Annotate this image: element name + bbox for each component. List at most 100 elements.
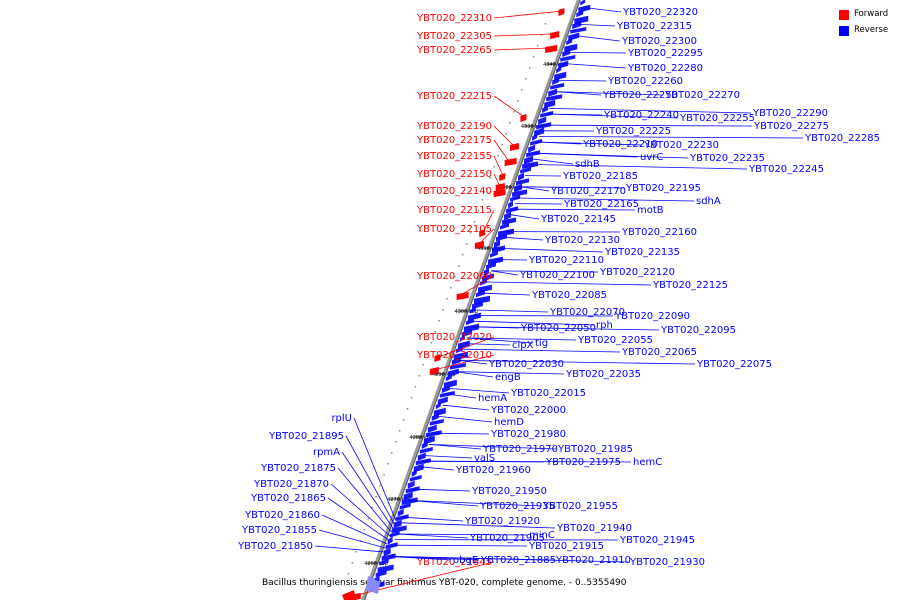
reverse-gene-label: YBT020_22030 <box>488 359 564 370</box>
forward-gene <box>510 143 520 151</box>
reverse-gene <box>425 430 442 438</box>
reverse-gene <box>516 178 530 186</box>
forward-gene-label-leader <box>433 354 495 371</box>
forward-gene-label: YBT020_22190 <box>416 121 492 132</box>
reference-dot <box>406 408 409 410</box>
reference-dot <box>465 243 468 245</box>
legend-reverse-label: Reverse <box>854 25 889 35</box>
reverse-gene-label: YBT020_22160 <box>621 227 697 238</box>
reverse-gene-label-leader <box>314 545 385 553</box>
reverse-gene-label-leader <box>458 360 488 365</box>
reverse-gene <box>542 105 549 113</box>
reverse-gene-label-leader <box>513 208 636 211</box>
reverse-gene <box>441 385 450 393</box>
reverse-gene <box>485 262 496 270</box>
reference-dot <box>493 166 496 168</box>
reverse-gene-label-leader <box>408 500 542 507</box>
reverse-gene-label: YBT020_21930 <box>629 557 705 568</box>
reverse-gene <box>467 312 481 321</box>
reverse-gene <box>536 122 552 130</box>
reverse-gene-label: YBT020_22275 <box>753 121 829 132</box>
reference-dot <box>391 452 393 454</box>
reverse-gene <box>435 402 441 410</box>
reverse-gene-label-leader <box>432 432 490 435</box>
forward-gene-label: YBT020_22310 <box>416 13 492 24</box>
reverse-gene-label-leader <box>555 91 664 96</box>
genome-caption: Bacillus thuringiensis serovar finitimus… <box>262 578 627 588</box>
reverse-gene-label: engB <box>495 372 521 383</box>
reverse-gene <box>419 447 433 454</box>
reverse-gene <box>403 491 413 501</box>
reverse-gene <box>465 318 474 326</box>
reverse-gene-label: YBT020_21955 <box>542 501 618 512</box>
reverse-gene <box>498 228 515 237</box>
forward-gene-label: YBT020_22140 <box>416 186 492 197</box>
reverse-gene-label-leader <box>400 522 556 529</box>
reverse-gene-label: rph <box>596 320 613 331</box>
reverse-gene-label: YBT020_22075 <box>696 359 772 370</box>
reference-dot <box>501 144 503 146</box>
reverse-gene-label: YBT020_21960 <box>455 465 531 476</box>
reference-dot <box>525 78 527 80</box>
kbp-tick-label: 4260 kbp <box>364 561 388 567</box>
reverse-gene-label: YBT020_22270 <box>664 90 740 101</box>
reverse-gene-label: YBT020_22290 <box>752 108 828 119</box>
reverse-gene <box>546 94 563 102</box>
forward-gene <box>520 114 527 122</box>
reverse-gene-label-leader <box>337 467 392 533</box>
reference-dot <box>477 210 480 212</box>
forward-gene <box>456 292 469 300</box>
reverse-gene-label-leader <box>579 24 616 27</box>
reference-dot <box>414 386 417 388</box>
reverse-gene <box>429 419 444 426</box>
forward-gene-label: YBT020_22150 <box>416 169 492 180</box>
reverse-gene-label: YBT020_21935 <box>479 501 555 512</box>
reference-dot <box>347 573 350 575</box>
reverse-gene-label-leader <box>466 337 534 344</box>
reference-dot <box>532 56 535 58</box>
reverse-gene-label: YBT020_22285 <box>804 133 880 144</box>
reverse-gene <box>556 66 562 74</box>
kbp-tick-label: 4330 kbp <box>521 124 545 130</box>
reverse-gene-label-leader <box>575 35 621 42</box>
reverse-gene-label: YBT020_22095 <box>660 325 736 336</box>
reverse-gene-label: YBT020_21905 <box>469 533 545 544</box>
reverse-gene-label-leader <box>521 186 625 189</box>
reverse-gene-label-leader <box>428 444 482 450</box>
reverse-gene-label-leader <box>458 360 696 365</box>
reverse-gene <box>528 144 536 153</box>
reverse-gene-label-leader <box>539 136 804 139</box>
reverse-gene <box>471 301 483 309</box>
reverse-gene <box>405 486 420 494</box>
reverse-gene-label-leader <box>388 556 629 563</box>
reverse-gene <box>526 150 541 158</box>
reverse-gene <box>395 514 409 522</box>
reference-dot <box>521 89 523 91</box>
reference-dot <box>469 232 472 234</box>
reverse-gene-label-leader <box>547 113 603 116</box>
reverse-gene-label-leader <box>345 435 395 525</box>
reverse-gene-label-leader <box>490 270 599 273</box>
reference-dot <box>481 199 484 201</box>
reference-dot <box>418 375 421 377</box>
reverse-gene <box>387 536 393 545</box>
reverse-gene-label: hemC <box>633 457 662 468</box>
reverse-gene-label: YBT020_22260 <box>607 76 683 87</box>
reverse-gene-label: clpX <box>512 340 534 351</box>
reverse-gene <box>518 172 525 181</box>
reverse-gene-label-leader <box>420 466 455 471</box>
reverse-gene-label: YBT020_22055 <box>577 335 653 346</box>
reverse-gene-label: valS <box>474 453 495 464</box>
reverse-gene-label: YBT020_21870 <box>253 479 329 490</box>
forward-gene-label: YBT020_22105 <box>416 224 492 235</box>
reference-dot <box>536 45 539 47</box>
forward-gene-label: YBT020_22010 <box>416 350 492 361</box>
reverse-gene-label: YBT020_21940 <box>556 523 632 534</box>
reverse-gene <box>433 407 446 417</box>
reverse-gene <box>445 374 452 382</box>
reverse-gene <box>568 32 580 41</box>
reverse-gene <box>481 273 494 281</box>
reverse-gene-label-leader <box>529 164 748 170</box>
reference-dot <box>430 342 432 344</box>
reverse-gene-label: YBT020_21850 <box>237 541 313 552</box>
